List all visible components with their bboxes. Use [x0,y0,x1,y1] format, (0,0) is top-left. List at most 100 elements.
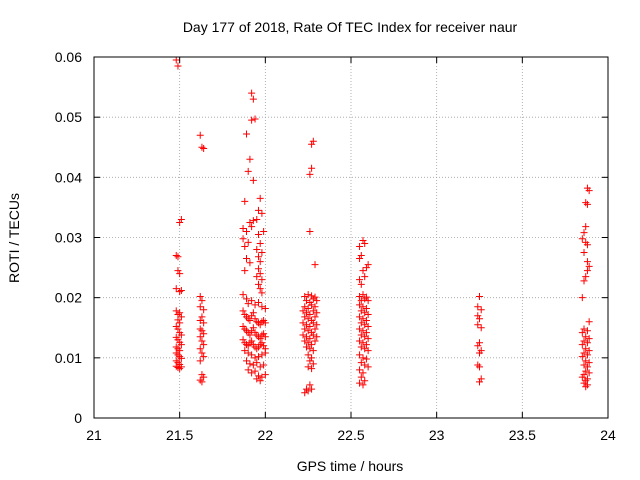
data-point [177,354,185,362]
data-point [251,354,259,362]
data-point [301,313,309,321]
data-point [585,262,593,270]
data-point [176,353,184,361]
data-point [174,253,182,261]
data-point [196,357,204,365]
data-point [304,363,312,371]
data-point [254,280,262,288]
data-point [356,301,364,309]
data-point [361,240,369,248]
data-point [304,387,312,395]
data-point [474,303,482,311]
data-point [246,317,254,325]
data-point [172,343,180,351]
data-point [585,369,593,377]
data-point [254,353,262,361]
data-point [200,306,208,314]
data-point [311,293,319,301]
data-point [313,333,321,341]
data-point [239,224,247,232]
data-point [174,363,182,371]
x-tick-label: 21 [86,427,102,443]
data-point [357,331,365,339]
data-point [244,167,252,175]
data-point [299,307,307,315]
data-point [302,321,310,329]
data-point [306,357,314,365]
data-point [244,342,252,350]
data-point [256,240,264,248]
data-point [302,297,310,305]
data-point [583,267,591,275]
data-point [580,349,588,357]
data-point [357,373,365,381]
data-point [477,375,485,383]
data-point [196,303,204,311]
data-point [174,345,182,353]
data-point [583,375,591,383]
data-point [578,353,586,361]
data-point [248,351,256,359]
data-point [359,303,367,311]
data-point [241,325,249,333]
data-point [176,309,184,317]
x-tick-label: 21.5 [166,427,193,443]
data-point [356,276,364,284]
data-point [196,325,204,333]
data-point [474,321,482,329]
x-tick-label: 24 [600,427,616,443]
data-point [476,363,483,371]
data-point [242,295,250,303]
data-point [361,361,369,369]
data-point [583,363,591,371]
data-point [311,261,319,269]
data-point [177,331,185,339]
data-point [258,289,266,297]
data-point [582,333,590,341]
data-point [174,62,182,70]
x-axis-label: GPS time / hours [297,458,404,474]
data-point [361,377,369,385]
data-point [198,297,206,305]
data-point [361,345,369,353]
data-point [311,337,319,345]
data-point [311,313,319,321]
data-point [309,295,317,303]
data-point [253,375,261,383]
data-point [578,294,586,302]
data-point [174,325,182,333]
data-point [249,95,257,103]
data-point [583,200,591,208]
data-point [477,306,485,314]
data-point [356,243,364,251]
data-point [261,333,269,341]
data-point [260,342,268,350]
data-point [239,291,247,299]
data-point [253,359,261,367]
data-point [304,339,312,347]
data-point [254,265,262,273]
data-point [582,383,590,391]
data-point [248,89,256,97]
data-point [256,335,264,343]
data-point [172,307,180,315]
data-point [256,270,264,278]
data-point [254,319,262,327]
data-point [356,313,364,321]
data-point [304,351,312,359]
data-point [583,351,591,359]
data-point [306,335,314,343]
data-point [583,327,591,335]
data-point [251,367,259,375]
data-point [200,373,208,381]
data-point [578,329,586,337]
data-point [174,316,182,324]
data-point [356,379,364,387]
data-point [357,280,365,288]
data-point [583,258,591,266]
data-point [256,363,264,371]
data-point [474,342,482,350]
data-point [362,304,370,312]
x-tick-label: 22 [258,427,274,443]
data-point [357,319,365,327]
